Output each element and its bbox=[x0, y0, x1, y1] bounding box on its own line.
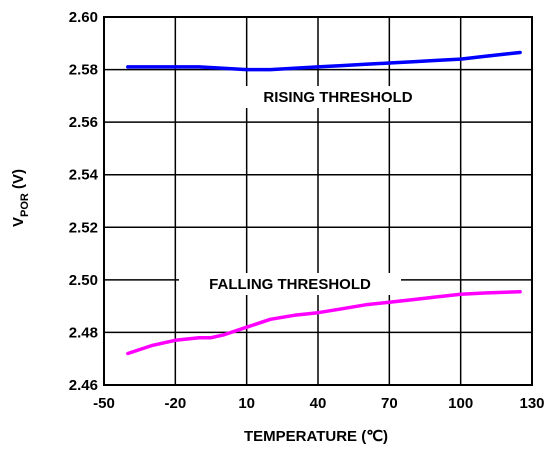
x-tick-label: 10 bbox=[238, 395, 255, 412]
x-tick-label: -50 bbox=[93, 395, 115, 412]
series-label-rising: RISING THRESHOLD bbox=[263, 89, 412, 106]
x-tick-label: -20 bbox=[164, 395, 186, 412]
y-tick-label: 2.54 bbox=[69, 167, 99, 184]
y-axis-title-main: V bbox=[10, 217, 27, 227]
x-tick-labels: -50 -20 10 40 70 100 130 bbox=[93, 395, 544, 412]
series-label-box bbox=[179, 273, 401, 295]
y-tick-label: 2.48 bbox=[69, 324, 98, 341]
grid-lines bbox=[104, 17, 532, 385]
plot-frame bbox=[103, 16, 533, 386]
y-tick-label: 2.50 bbox=[69, 272, 98, 289]
y-tick-label: 2.58 bbox=[69, 62, 98, 79]
x-tick-label: 130 bbox=[519, 395, 544, 412]
series-label-box bbox=[238, 86, 438, 108]
series-line-rising bbox=[126, 50, 522, 72]
x-tick-label: 40 bbox=[310, 395, 327, 412]
x-tick-label: 70 bbox=[381, 395, 398, 412]
y-tick-label: 2.56 bbox=[69, 114, 98, 131]
x-tick-label: 100 bbox=[448, 395, 473, 412]
y-tick-labels: 2.46 2.48 2.50 2.52 2.54 2.56 2.58 2.60 bbox=[69, 9, 99, 394]
x-axis-title: TEMPERATURE (℃) bbox=[244, 428, 388, 445]
y-axis-title-subscript: POR bbox=[19, 193, 31, 217]
y-tick-label: 2.52 bbox=[69, 219, 98, 236]
y-tick-label: 2.60 bbox=[69, 9, 98, 26]
series-label-boxes: RISING THRESHOLD FALLING THRESHOLD bbox=[179, 86, 438, 295]
series-lines bbox=[126, 50, 522, 356]
series-label-falling: FALLING THRESHOLD bbox=[209, 276, 371, 293]
y-tick-label: 2.46 bbox=[69, 377, 98, 394]
y-axis-title-unit: (V) bbox=[10, 169, 27, 193]
series-line-falling bbox=[126, 289, 522, 356]
y-axis-title: VPOR (V) bbox=[10, 169, 31, 227]
